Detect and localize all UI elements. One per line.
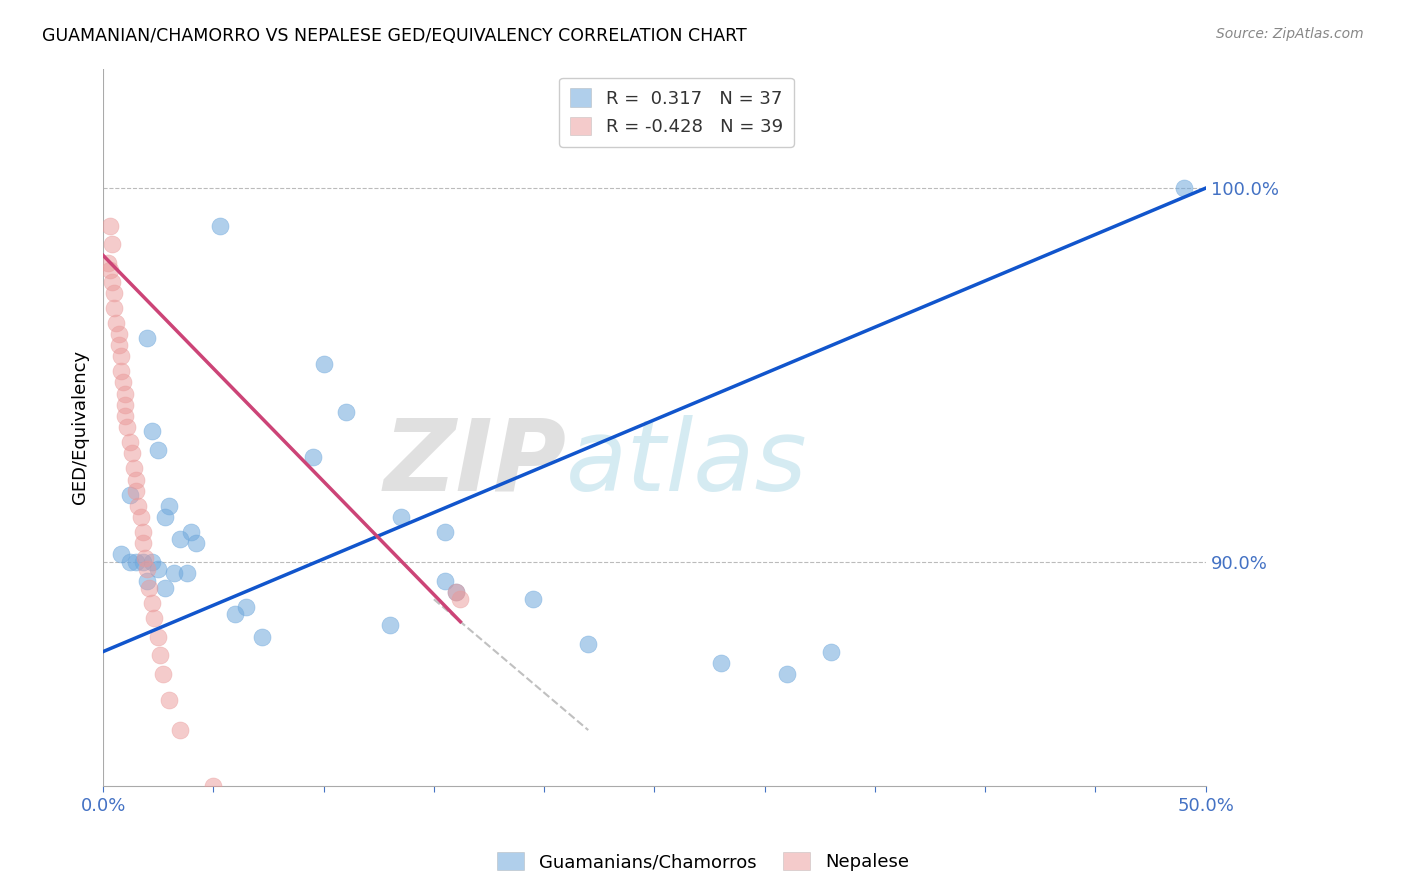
Point <box>148 442 170 457</box>
Point <box>118 487 141 501</box>
Point <box>169 533 191 547</box>
Point <box>163 566 186 580</box>
Point <box>107 338 129 352</box>
Point <box>136 331 159 345</box>
Point <box>141 424 163 438</box>
Y-axis label: GED/Equivalency: GED/Equivalency <box>72 351 89 504</box>
Point <box>157 693 180 707</box>
Point <box>101 237 124 252</box>
Text: Source: ZipAtlas.com: Source: ZipAtlas.com <box>1216 27 1364 41</box>
Point <box>110 349 132 363</box>
Point <box>110 364 132 378</box>
Point <box>127 499 149 513</box>
Point <box>134 551 156 566</box>
Point <box>250 630 273 644</box>
Point <box>121 446 143 460</box>
Point <box>132 555 155 569</box>
Point <box>235 599 257 614</box>
Text: GUAMANIAN/CHAMORRO VS NEPALESE GED/EQUIVALENCY CORRELATION CHART: GUAMANIAN/CHAMORRO VS NEPALESE GED/EQUIV… <box>42 27 747 45</box>
Point <box>132 536 155 550</box>
Point <box>118 435 141 450</box>
Point <box>148 630 170 644</box>
Legend: R =  0.317   N = 37, R = -0.428   N = 39: R = 0.317 N = 37, R = -0.428 N = 39 <box>560 78 794 147</box>
Point <box>1173 181 1195 195</box>
Point <box>389 510 412 524</box>
Text: atlas: atlas <box>567 415 808 512</box>
Point <box>141 596 163 610</box>
Point <box>136 574 159 588</box>
Point <box>576 637 599 651</box>
Point <box>118 555 141 569</box>
Point <box>208 219 231 233</box>
Point <box>180 524 202 539</box>
Point <box>202 779 225 793</box>
Point <box>105 316 128 330</box>
Point <box>776 667 799 681</box>
Point <box>114 386 136 401</box>
Point <box>117 420 139 434</box>
Point <box>122 461 145 475</box>
Point <box>96 256 118 270</box>
Point <box>136 562 159 576</box>
Point <box>141 555 163 569</box>
Point <box>149 648 172 663</box>
Point <box>111 376 134 390</box>
Point <box>444 584 467 599</box>
Point <box>148 562 170 576</box>
Point <box>107 326 129 341</box>
Point <box>449 592 471 607</box>
Point <box>110 548 132 562</box>
Point <box>820 644 842 658</box>
Point <box>184 536 207 550</box>
Point <box>132 524 155 539</box>
Point <box>125 483 148 498</box>
Point <box>433 524 456 539</box>
Point <box>138 581 160 595</box>
Point <box>129 510 152 524</box>
Point <box>103 301 125 315</box>
Point <box>152 667 174 681</box>
Point <box>142 611 165 625</box>
Point <box>433 574 456 588</box>
Point <box>522 592 544 607</box>
Point <box>153 510 176 524</box>
Point <box>98 219 121 233</box>
Point <box>709 656 731 670</box>
Point <box>335 405 357 419</box>
Point <box>378 618 401 632</box>
Point <box>114 409 136 424</box>
Point <box>312 357 335 371</box>
Point <box>176 566 198 580</box>
Point <box>101 275 124 289</box>
Point <box>153 581 176 595</box>
Point <box>301 450 323 465</box>
Legend: Guamanians/Chamorros, Nepalese: Guamanians/Chamorros, Nepalese <box>489 845 917 879</box>
Point <box>444 584 467 599</box>
Point <box>103 285 125 300</box>
Point <box>157 499 180 513</box>
Point <box>169 723 191 737</box>
Point <box>98 263 121 277</box>
Text: ZIP: ZIP <box>384 415 567 512</box>
Point <box>125 473 148 487</box>
Point <box>224 607 246 622</box>
Point <box>125 555 148 569</box>
Point <box>114 398 136 412</box>
